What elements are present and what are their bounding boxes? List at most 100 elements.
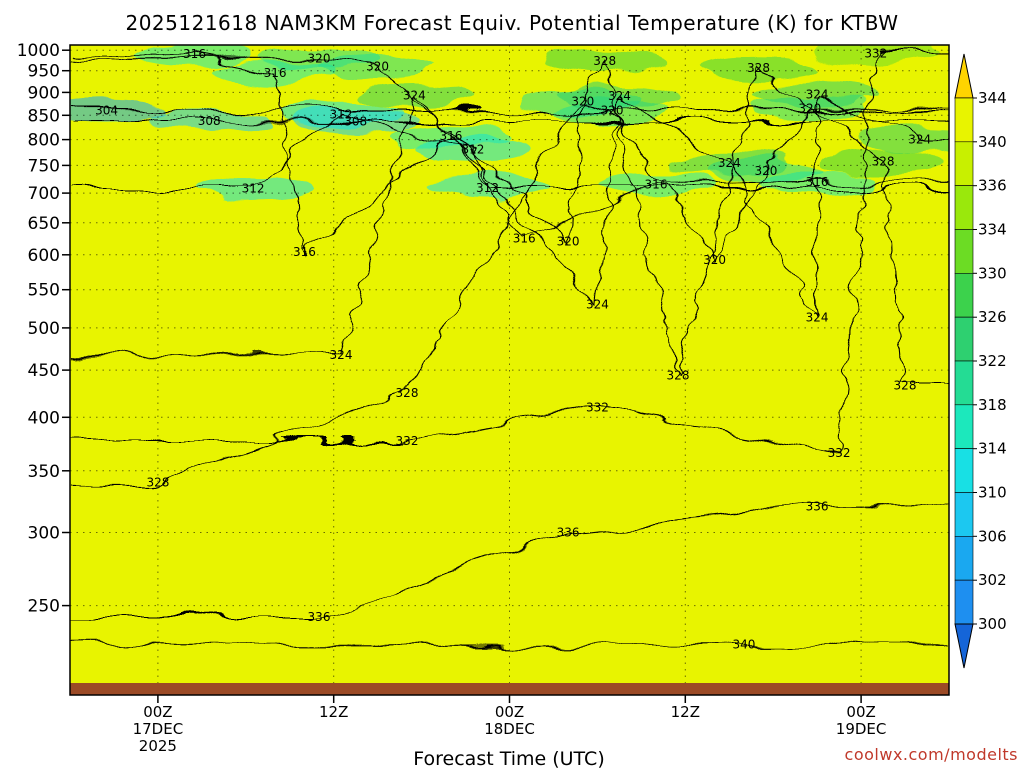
contour-label: 328 <box>872 155 895 169</box>
colorbar-segment <box>954 316 974 362</box>
x-axis-label: Forecast Time (UTC) <box>413 748 604 768</box>
contour-label: 316 <box>439 129 462 143</box>
contour-label: 312 <box>461 143 484 157</box>
contour-label: 328 <box>747 61 770 75</box>
colorbar-segment <box>954 185 974 230</box>
x-tick-label: 00Z <box>143 703 172 721</box>
x-tick-label: 17DEC <box>133 720 184 738</box>
contour-label: 320 <box>601 104 624 118</box>
contour-line <box>70 59 949 483</box>
contour-label: 332 <box>828 446 851 460</box>
x-tick-label: 12Z <box>671 703 700 721</box>
contour-label: 340 <box>732 637 755 651</box>
colorbar-tick-label: 330 <box>978 264 1007 282</box>
colorbar-segment <box>954 448 974 493</box>
contour-label: 332 <box>396 434 419 448</box>
y-tick-label: 700 <box>28 184 60 204</box>
contour-label: 320 <box>571 94 594 108</box>
contour-label: 336 <box>308 610 331 624</box>
colorbar-tick-label: 336 <box>978 177 1007 195</box>
colorbar-segment <box>954 272 974 318</box>
colorbar-segment <box>954 229 974 274</box>
y-tick-label: 750 <box>28 156 60 176</box>
colorbar-tick-label: 306 <box>978 527 1007 545</box>
contour-label: 324 <box>806 311 829 325</box>
contour-label: 308 <box>344 115 367 129</box>
contour-label: 324 <box>586 298 609 312</box>
contour-label: 316 <box>513 232 536 246</box>
colorbar-tick-label: 310 <box>978 484 1007 502</box>
x-tick-label: 2025 <box>139 737 177 755</box>
y-tick-label: 300 <box>28 524 60 544</box>
ground-surface <box>70 683 949 695</box>
contour-label: 316 <box>264 66 287 80</box>
y-tick-label: 400 <box>28 408 60 428</box>
y-tick-label: 350 <box>28 462 60 482</box>
contour-label: 316 <box>293 245 316 259</box>
contour-label: 324 <box>330 348 353 362</box>
contour-label: 328 <box>667 369 690 383</box>
y-tick-label: 1000 <box>17 41 60 61</box>
contour-label: 320 <box>754 164 777 178</box>
colorbar-tick-label: 344 <box>978 89 1007 107</box>
colorbar-tick-label: 314 <box>978 440 1007 458</box>
colorbar-tick-label: 300 <box>978 615 1007 633</box>
colorbar-tick-label: 318 <box>978 396 1007 414</box>
y-tick-label: 250 <box>28 597 60 617</box>
colorbar-tick-label: 340 <box>978 133 1007 151</box>
contour-label: 320 <box>703 253 726 267</box>
contour-line <box>70 113 949 190</box>
contour-label: 324 <box>908 133 931 147</box>
y-tick-label: 900 <box>28 83 60 103</box>
colorbar-tick-label: 302 <box>978 571 1007 589</box>
y-axis: 250 300 350 400 450 500 550 600 650 700 750 800 850 9… <box>17 41 70 617</box>
contour-line <box>70 52 949 454</box>
y-tick-label: 450 <box>28 361 60 381</box>
y-tick-label: 600 <box>28 246 60 266</box>
contour-label: 320 <box>366 60 389 74</box>
contour-label: 332 <box>586 400 609 414</box>
x-tick-label: 00Z <box>846 703 875 721</box>
colorbar-tick-label: 322 <box>978 352 1007 370</box>
contour-line <box>70 93 949 356</box>
contour-label: 328 <box>396 386 419 400</box>
credit-text: coolwx.com/modelts <box>845 745 1018 764</box>
y-tick-label: 950 <box>28 62 60 82</box>
y-tick-label: 500 <box>28 319 60 339</box>
contour-label: 332 <box>864 46 887 60</box>
field-band <box>859 127 949 152</box>
contour-label: 304 <box>95 104 118 118</box>
contour-lines <box>70 52 949 645</box>
colorbar-segment <box>954 141 974 186</box>
contour-label: 316 <box>183 47 206 61</box>
y-tick-label: 650 <box>28 214 60 234</box>
x-tick-label: 00Z <box>495 703 524 721</box>
contour-label: 320 <box>308 51 331 65</box>
colorbar-over-triangle <box>954 53 974 99</box>
y-tick-label: 550 <box>28 281 60 301</box>
contour-label: 320 <box>798 101 821 115</box>
contour-label: 328 <box>593 54 616 68</box>
x-tick-label: 18DEC <box>484 720 535 738</box>
colorbar-segment <box>954 360 974 406</box>
contour-line <box>70 57 949 262</box>
contour-label: 328 <box>146 475 169 489</box>
colorbar-tick-label: 334 <box>978 221 1007 239</box>
contour-label: 316 <box>806 175 829 189</box>
colorbar-under-triangle <box>954 623 974 669</box>
contour-label: 324 <box>403 89 426 103</box>
colorbar-segment <box>954 535 974 581</box>
contour-label: 320 <box>557 235 580 249</box>
contour-label: 312 <box>476 181 499 195</box>
x-tick-label: 19DEC <box>836 720 887 738</box>
contour-label: 324 <box>608 89 631 103</box>
contour-label: 336 <box>806 500 829 514</box>
colorbar-tick-label: 326 <box>978 308 1007 326</box>
contour-label: 316 <box>645 178 668 192</box>
contour-line <box>70 120 949 123</box>
colorbar-segment <box>954 404 974 449</box>
contour-label: 328 <box>894 379 917 393</box>
